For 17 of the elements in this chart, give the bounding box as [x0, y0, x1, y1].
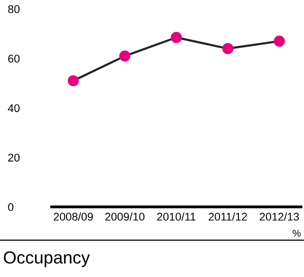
- text: Occupancy: [4, 251, 90, 268]
- y-tick-label: 80: [8, 5, 20, 14]
- point: [222, 43, 234, 54]
- x-tick-label: 2008/09: [54, 212, 93, 221]
- text: %: [292, 230, 301, 237]
- y-tick-label: 0: [8, 203, 14, 212]
- point: [274, 36, 285, 47]
- point: [119, 50, 130, 62]
- x-tick-label: 2009/10: [105, 212, 144, 221]
- x-tick-label: 2010/11: [157, 212, 196, 221]
- point: [170, 32, 182, 44]
- x-tick-label: 2012/13: [260, 212, 299, 221]
- y-tick-label: 60: [8, 54, 20, 63]
- y-tick-label: 40: [8, 104, 20, 112]
- point: [68, 75, 79, 86]
- x-tick-label: 2011/12: [208, 212, 247, 221]
- y-tick-label: 20: [8, 154, 20, 162]
